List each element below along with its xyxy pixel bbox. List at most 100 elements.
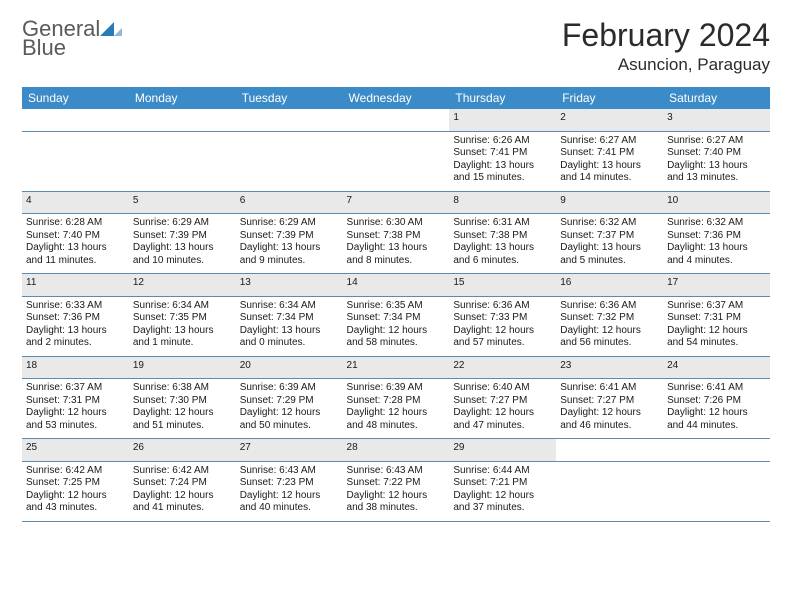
day-detail-cell: Sunrise: 6:30 AMSunset: 7:38 PMDaylight:… <box>343 214 450 274</box>
day-number-row: 18192021222324 <box>22 356 770 379</box>
day-detail-row: Sunrise: 6:33 AMSunset: 7:36 PMDaylight:… <box>22 296 770 356</box>
day-number-cell: 4 <box>22 191 129 214</box>
brand-triangle-icon <box>100 20 122 41</box>
day-detail-cell: Sunrise: 6:42 AMSunset: 7:25 PMDaylight:… <box>22 461 129 521</box>
detail-line: Sunset: 7:25 PM <box>26 477 125 490</box>
detail-line: Sunrise: 6:34 AM <box>133 300 232 313</box>
detail-line: Sunset: 7:31 PM <box>667 312 766 325</box>
detail-line: Sunrise: 6:42 AM <box>26 465 125 478</box>
detail-line: Sunrise: 6:37 AM <box>26 382 125 395</box>
detail-line: Sunrise: 6:42 AM <box>133 465 232 478</box>
day-number-cell: 17 <box>663 274 770 297</box>
detail-line: Sunset: 7:36 PM <box>667 230 766 243</box>
detail-line: Sunrise: 6:36 AM <box>560 300 659 313</box>
detail-line: Sunrise: 6:40 AM <box>453 382 552 395</box>
detail-line: and 6 minutes. <box>453 255 552 268</box>
detail-line: Daylight: 12 hours <box>347 325 446 338</box>
detail-line: and 47 minutes. <box>453 420 552 433</box>
day-number-cell: 8 <box>449 191 556 214</box>
detail-line: Daylight: 12 hours <box>667 325 766 338</box>
detail-line: Daylight: 13 hours <box>453 160 552 173</box>
calendar-table: SundayMondayTuesdayWednesdayThursdayFrid… <box>22 87 770 522</box>
day-number-row: 11121314151617 <box>22 274 770 297</box>
day-number-cell: 28 <box>343 439 450 462</box>
detail-line: and 38 minutes. <box>347 502 446 515</box>
detail-line: Daylight: 12 hours <box>453 490 552 503</box>
detail-line: Daylight: 12 hours <box>453 407 552 420</box>
detail-line: Sunrise: 6:35 AM <box>347 300 446 313</box>
day-detail-cell: Sunrise: 6:31 AMSunset: 7:38 PMDaylight:… <box>449 214 556 274</box>
detail-line: Daylight: 13 hours <box>240 242 339 255</box>
detail-line: and 10 minutes. <box>133 255 232 268</box>
detail-line: Sunrise: 6:39 AM <box>347 382 446 395</box>
day-number-cell: 29 <box>449 439 556 462</box>
day-detail-cell <box>129 131 236 191</box>
detail-line: Sunrise: 6:29 AM <box>240 217 339 230</box>
day-detail-cell: Sunrise: 6:39 AMSunset: 7:29 PMDaylight:… <box>236 379 343 439</box>
day-detail-cell: Sunrise: 6:33 AMSunset: 7:36 PMDaylight:… <box>22 296 129 356</box>
day-number-cell: 7 <box>343 191 450 214</box>
day-detail-cell: Sunrise: 6:36 AMSunset: 7:32 PMDaylight:… <box>556 296 663 356</box>
day-number-cell: 13 <box>236 274 343 297</box>
detail-line: Sunrise: 6:37 AM <box>667 300 766 313</box>
detail-line: and 56 minutes. <box>560 337 659 350</box>
detail-line: Sunset: 7:40 PM <box>26 230 125 243</box>
day-detail-row: Sunrise: 6:26 AM Sunset: 7:41 PM Daylight:… <box>22 131 770 191</box>
detail-line: Sunrise: 6:43 AM <box>240 465 339 478</box>
brand-logo: General Blue <box>22 18 122 59</box>
detail-line: and 41 minutes. <box>133 502 232 515</box>
day-number-cell: 19 <box>129 356 236 379</box>
detail-line: Daylight: 12 hours <box>453 325 552 338</box>
day-number-cell: 6 <box>236 191 343 214</box>
day-number-cell: 11 <box>22 274 129 297</box>
day-number-cell <box>556 439 663 462</box>
detail-line: and 11 minutes. <box>26 255 125 268</box>
day-number-cell: 25 <box>22 439 129 462</box>
day-number-cell: 20 <box>236 356 343 379</box>
detail-line: Sunrise: 6:28 AM <box>26 217 125 230</box>
day-detail-cell: Sunrise: 6:27 AMSunset: 7:41 PMDaylight:… <box>556 131 663 191</box>
detail-line: Sunrise: 6:30 AM <box>347 217 446 230</box>
day-number-cell: 18 <box>22 356 129 379</box>
detail-line: and 40 minutes. <box>240 502 339 515</box>
day-number-cell: 16 <box>556 274 663 297</box>
detail-line: and 46 minutes. <box>560 420 659 433</box>
detail-line: Daylight: 12 hours <box>240 490 339 503</box>
day-detail-cell: Sunrise: 6:41 AMSunset: 7:26 PMDaylight:… <box>663 379 770 439</box>
day-number-cell: 24 <box>663 356 770 379</box>
detail-line: Sunset: 7:23 PM <box>240 477 339 490</box>
detail-line: Sunrise: 6:44 AM <box>453 465 552 478</box>
detail-line: Sunrise: 6:26 AM <box>453 135 552 148</box>
day-header: Tuesday <box>236 87 343 109</box>
day-number-cell <box>663 439 770 462</box>
detail-line: Daylight: 13 hours <box>133 325 232 338</box>
day-number-cell: 21 <box>343 356 450 379</box>
day-detail-cell: Sunrise: 6:29 AMSunset: 7:39 PMDaylight:… <box>129 214 236 274</box>
day-header: Sunday <box>22 87 129 109</box>
detail-line: Sunset: 7:32 PM <box>560 312 659 325</box>
detail-line: Sunset: 7:35 PM <box>133 312 232 325</box>
detail-line: and 5 minutes. <box>560 255 659 268</box>
detail-line: Sunset: 7:41 PM <box>560 147 659 160</box>
day-detail-cell: Sunrise: 6:29 AMSunset: 7:39 PMDaylight:… <box>236 214 343 274</box>
detail-line: Sunset: 7:22 PM <box>347 477 446 490</box>
day-detail-row: Sunrise: 6:42 AMSunset: 7:25 PMDaylight:… <box>22 461 770 521</box>
day-header: Saturday <box>663 87 770 109</box>
detail-line: and 37 minutes. <box>453 502 552 515</box>
detail-line: Sunset: 7:36 PM <box>26 312 125 325</box>
detail-line: Sunset: 7:33 PM <box>453 312 552 325</box>
detail-line: Sunrise: 6:43 AM <box>347 465 446 478</box>
day-number-cell <box>236 109 343 131</box>
detail-line: Sunset: 7:29 PM <box>240 395 339 408</box>
detail-line: Sunset: 7:27 PM <box>560 395 659 408</box>
detail-line: and 14 minutes. <box>560 172 659 185</box>
calendar-header-row: SundayMondayTuesdayWednesdayThursdayFrid… <box>22 87 770 109</box>
detail-line: Daylight: 13 hours <box>26 242 125 255</box>
detail-line: Daylight: 12 hours <box>560 407 659 420</box>
detail-line: Sunrise: 6:32 AM <box>667 217 766 230</box>
detail-line: Sunset: 7:28 PM <box>347 395 446 408</box>
detail-line: Daylight: 13 hours <box>560 242 659 255</box>
day-number-cell <box>343 109 450 131</box>
day-number-cell: 27 <box>236 439 343 462</box>
detail-line: and 48 minutes. <box>347 420 446 433</box>
